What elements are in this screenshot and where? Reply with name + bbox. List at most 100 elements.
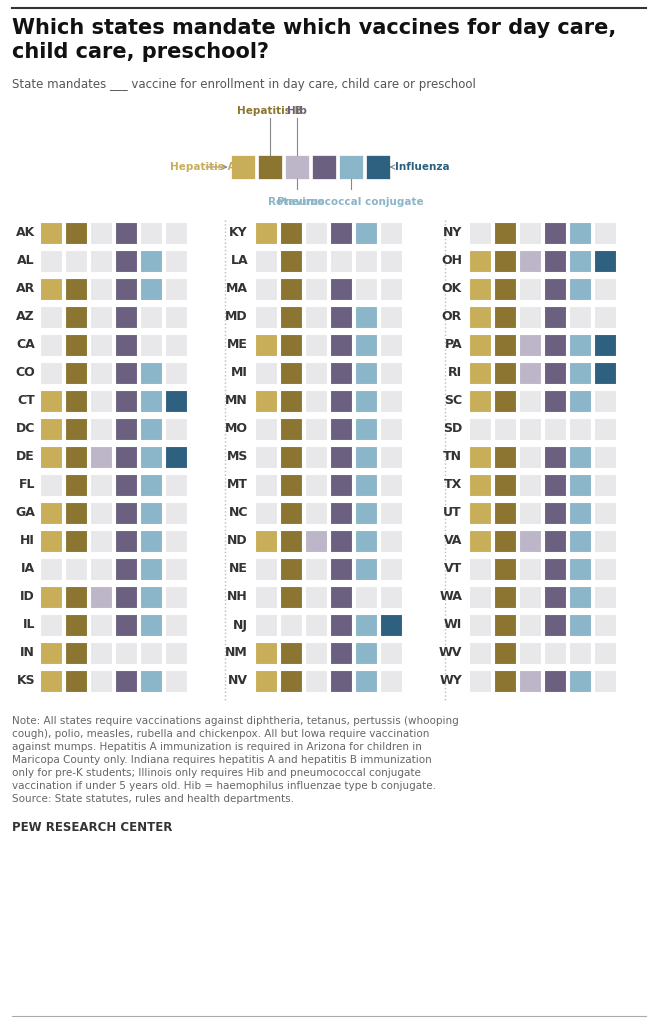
Bar — [494, 306, 516, 328]
Bar — [255, 418, 277, 440]
Bar — [494, 334, 516, 356]
Bar — [594, 446, 616, 468]
Text: vaccination if under 5 years old. Hib = haemophilus influenzae type b conjugate.: vaccination if under 5 years old. Hib = … — [12, 781, 436, 791]
Bar — [65, 334, 87, 356]
Text: SD: SD — [443, 423, 462, 435]
Bar — [338, 155, 363, 179]
Text: CA: CA — [16, 339, 35, 351]
Bar — [140, 558, 162, 580]
Text: Note: All states require vaccinations against diphtheria, tetanus, pertussis (wh: Note: All states require vaccinations ag… — [12, 716, 459, 726]
Text: MO: MO — [225, 423, 248, 435]
Bar — [165, 642, 187, 664]
Text: MS: MS — [226, 451, 248, 464]
Bar — [355, 642, 377, 664]
Bar — [519, 530, 541, 552]
Bar — [140, 642, 162, 664]
Bar — [544, 278, 566, 300]
Bar — [330, 586, 352, 608]
Bar — [90, 390, 112, 412]
Bar — [65, 586, 87, 608]
Bar — [255, 502, 277, 524]
Bar — [519, 446, 541, 468]
Bar — [330, 222, 352, 244]
Bar — [305, 418, 327, 440]
Bar — [115, 334, 137, 356]
Bar — [280, 222, 302, 244]
Bar — [140, 502, 162, 524]
Bar — [355, 222, 377, 244]
Bar — [544, 670, 566, 692]
Bar — [330, 642, 352, 664]
Bar — [330, 474, 352, 496]
Bar — [115, 474, 137, 496]
Bar — [469, 390, 491, 412]
Text: Hepatitis B: Hepatitis B — [237, 106, 302, 116]
Bar — [40, 362, 62, 384]
Text: OH: OH — [441, 255, 462, 267]
Text: AZ: AZ — [16, 310, 35, 324]
Bar — [544, 614, 566, 636]
Bar — [165, 250, 187, 272]
Bar — [469, 362, 491, 384]
Text: MI: MI — [231, 367, 248, 380]
Bar — [90, 362, 112, 384]
Text: VT: VT — [443, 562, 462, 575]
Bar — [330, 250, 352, 272]
Bar — [165, 558, 187, 580]
Bar — [569, 418, 591, 440]
Bar — [165, 446, 187, 468]
Bar — [40, 306, 62, 328]
Bar — [569, 670, 591, 692]
Bar — [311, 155, 336, 179]
Bar — [569, 502, 591, 524]
Bar — [569, 558, 591, 580]
Bar — [330, 334, 352, 356]
Bar — [280, 306, 302, 328]
Bar — [330, 278, 352, 300]
Bar — [519, 334, 541, 356]
Bar — [90, 222, 112, 244]
Text: PEW RESEARCH CENTER: PEW RESEARCH CENTER — [12, 821, 172, 834]
Bar — [494, 278, 516, 300]
Text: VA: VA — [443, 535, 462, 548]
Text: AL: AL — [17, 255, 35, 267]
Bar — [255, 362, 277, 384]
Bar — [280, 446, 302, 468]
Bar — [165, 530, 187, 552]
Text: Source: State statutes, rules and health departments.: Source: State statutes, rules and health… — [12, 794, 294, 804]
Bar — [330, 306, 352, 328]
Bar — [280, 642, 302, 664]
Bar — [494, 502, 516, 524]
Bar — [140, 334, 162, 356]
Bar — [115, 614, 137, 636]
Bar — [90, 250, 112, 272]
Bar — [380, 614, 402, 636]
Bar — [65, 502, 87, 524]
Bar — [494, 418, 516, 440]
Bar — [330, 362, 352, 384]
Bar — [355, 278, 377, 300]
Text: DC: DC — [16, 423, 35, 435]
Bar — [65, 278, 87, 300]
Bar — [255, 446, 277, 468]
Bar — [494, 362, 516, 384]
Text: DE: DE — [16, 451, 35, 464]
Bar — [40, 530, 62, 552]
Bar — [330, 670, 352, 692]
Bar — [40, 222, 62, 244]
Bar — [90, 334, 112, 356]
Bar — [280, 362, 302, 384]
Bar — [40, 446, 62, 468]
Bar — [305, 642, 327, 664]
Bar — [544, 446, 566, 468]
Bar — [594, 558, 616, 580]
Bar — [255, 390, 277, 412]
Bar — [469, 502, 491, 524]
Bar — [65, 642, 87, 664]
Bar — [544, 222, 566, 244]
Bar — [355, 390, 377, 412]
Bar — [469, 278, 491, 300]
Bar — [40, 334, 62, 356]
Bar — [305, 250, 327, 272]
Bar — [380, 250, 402, 272]
